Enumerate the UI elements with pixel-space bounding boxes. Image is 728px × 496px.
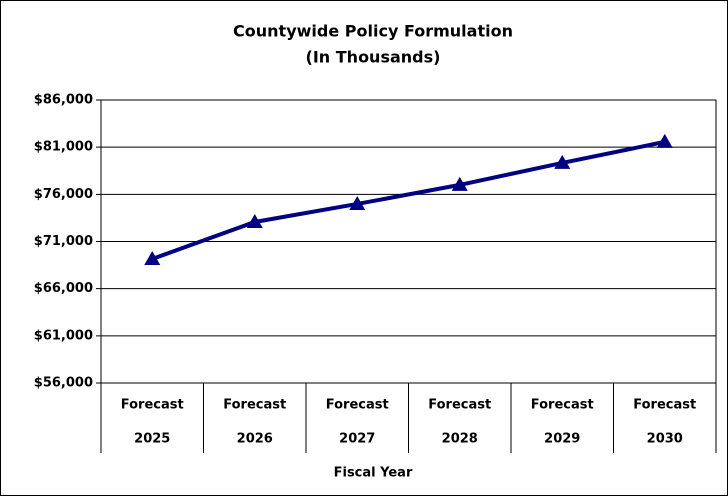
x-tick-label: Forecast <box>121 398 184 413</box>
data-line <box>151 139 666 261</box>
y-tick-label: $71,000 <box>34 234 93 249</box>
data-point <box>451 176 468 191</box>
y-tick-label: $61,000 <box>34 328 93 343</box>
x-tick-label: Forecast <box>326 398 389 413</box>
x-tick-label: 2028 <box>442 432 478 447</box>
data-point <box>349 195 366 210</box>
x-tick-label: 2027 <box>339 432 375 447</box>
y-tick-label: $76,000 <box>34 187 93 202</box>
x-tick-label: 2026 <box>237 432 273 447</box>
x-axis-label: Fiscal Year <box>334 466 413 481</box>
y-tick-label: $86,000 <box>34 93 93 108</box>
chart-title: Countywide Policy Formulation <box>233 22 513 41</box>
chart-subtitle: (In Thousands) <box>306 48 441 67</box>
x-tick-label: 2030 <box>647 432 683 447</box>
data-point <box>656 133 673 148</box>
x-tick-label: 2029 <box>544 432 580 447</box>
data-point <box>144 250 161 265</box>
x-tick-label: Forecast <box>428 398 491 413</box>
x-tick-label: 2025 <box>134 432 170 447</box>
x-tick-label: Forecast <box>223 398 286 413</box>
y-tick-label: $56,000 <box>34 376 93 391</box>
y-tick-label: $66,000 <box>34 281 93 296</box>
x-tick-label: Forecast <box>531 398 594 413</box>
data-point <box>246 213 263 228</box>
x-tick-label: Forecast <box>633 398 696 413</box>
y-tick-label: $81,000 <box>34 140 93 155</box>
data-point <box>554 154 571 169</box>
